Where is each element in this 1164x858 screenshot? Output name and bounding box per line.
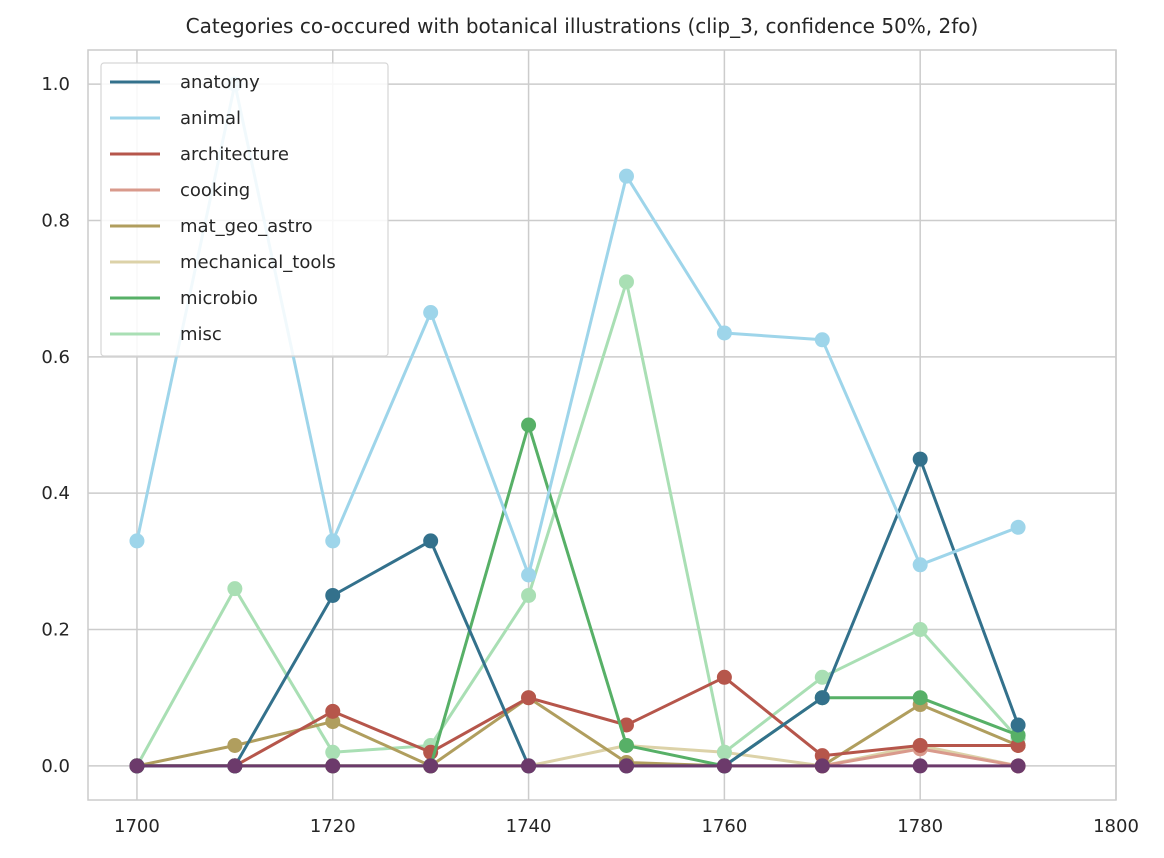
chart-title: Categories co-occured with botanical ill… <box>185 14 979 38</box>
data-point <box>227 758 243 774</box>
data-point <box>521 758 537 774</box>
data-point <box>325 758 341 774</box>
data-point <box>521 690 537 706</box>
x-tick-label: 1800 <box>1093 816 1139 837</box>
series-series-8 <box>129 758 1026 774</box>
data-point <box>716 325 732 341</box>
x-tick-label: 1780 <box>897 816 943 837</box>
x-tick-label: 1700 <box>114 816 160 837</box>
legend-label-misc: misc <box>180 324 222 345</box>
y-tick-label: 0.2 <box>41 620 70 641</box>
data-point <box>129 758 145 774</box>
data-point <box>423 305 439 320</box>
y-tick-label: 0.0 <box>41 756 70 777</box>
series-line-architecture <box>137 675 1019 768</box>
data-point <box>325 703 341 719</box>
y-tick-label: 0.4 <box>41 483 70 504</box>
data-point <box>129 533 145 549</box>
data-point <box>618 737 634 753</box>
data-point <box>912 622 928 638</box>
data-point <box>814 758 830 774</box>
legend-label-animal: animal <box>180 108 241 129</box>
legend-frame <box>100 62 389 357</box>
data-point <box>423 758 439 774</box>
legend-label-mechanical-tools: mechanical_tools <box>180 252 336 273</box>
data-point <box>912 557 928 573</box>
data-point <box>325 533 341 549</box>
data-point <box>912 737 928 753</box>
data-point <box>814 332 830 348</box>
legend-label-anatomy: anatomy <box>180 72 260 93</box>
series-line-misc <box>135 280 1020 767</box>
data-point <box>912 451 928 467</box>
legend: anatomy animal architecture cooking mat_geo_… <box>100 62 389 357</box>
y-tick-label: 0.6 <box>41 347 70 368</box>
data-point <box>716 758 732 774</box>
legend-label-architecture: architecture <box>180 144 289 165</box>
data-point <box>227 581 243 597</box>
tick-labels: 1700 1720 1740 1760 1780 1800 0.0 0.2 0.4 0.6 0.8 1… <box>41 74 1139 837</box>
legend-label-mat-geo-astro: mat_geo_astro <box>180 216 313 237</box>
x-tick-label: 1740 <box>506 816 552 837</box>
legend-label-cooking: cooking <box>180 180 250 201</box>
data-point <box>912 758 928 774</box>
legend-label-microbio: microbio <box>180 288 258 309</box>
data-point <box>1010 717 1026 733</box>
data-point <box>521 417 537 433</box>
data-point <box>814 669 830 685</box>
y-tick-label: 0.8 <box>41 210 70 231</box>
data-point <box>423 533 439 549</box>
data-point <box>814 690 830 706</box>
data-point <box>716 669 732 685</box>
data-point <box>912 690 928 706</box>
data-point <box>521 567 537 583</box>
x-tick-label: 1720 <box>310 816 356 837</box>
data-point <box>618 758 634 774</box>
data-point <box>1010 519 1026 535</box>
data-point <box>1010 758 1026 774</box>
series-line-mat-geo-astro <box>136 696 1019 768</box>
data-point <box>521 587 537 603</box>
data-point <box>618 274 634 290</box>
x-tick-label: 1760 <box>701 816 747 837</box>
data-point <box>716 744 732 760</box>
data-point <box>325 587 341 603</box>
y-tick-label: 1.0 <box>41 74 70 95</box>
data-point <box>325 744 341 760</box>
data-point <box>618 168 634 184</box>
data-point <box>227 737 243 753</box>
